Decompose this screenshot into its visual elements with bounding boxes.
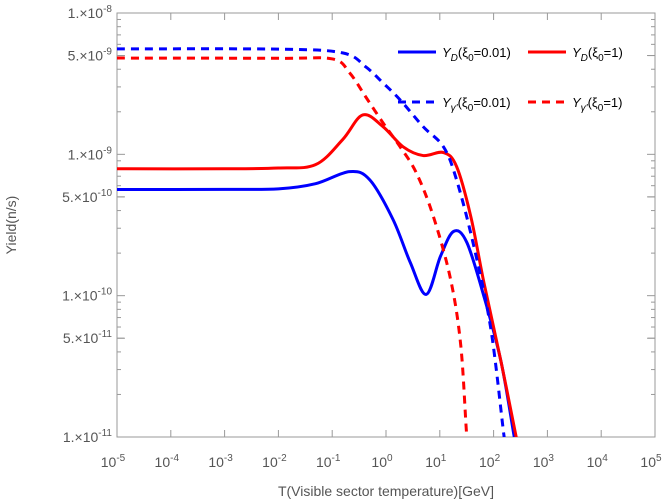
x-tick-label: 10-4 bbox=[155, 453, 180, 470]
y-tick-label: 5.×10-11 bbox=[63, 329, 113, 346]
y-tick-label: 1.×10-9 bbox=[68, 145, 113, 162]
x-tick-label: 101 bbox=[425, 453, 447, 470]
x-tick-label: 10-2 bbox=[262, 453, 287, 470]
legend-entry: YD(ξ0=1) bbox=[572, 45, 623, 64]
y-axis-label: Yield(n/s) bbox=[3, 196, 19, 255]
x-tick-label: 10-3 bbox=[208, 453, 233, 470]
y-tick-label: 5.×10-9 bbox=[68, 47, 113, 64]
legend-entry: Yγ'(ξ0=1) bbox=[572, 95, 622, 114]
x-tick-label: 100 bbox=[371, 453, 393, 470]
legend-entry: YD(ξ0=0.01) bbox=[442, 45, 511, 64]
series-line-0 bbox=[117, 169, 516, 437]
x-tick-label: 102 bbox=[479, 453, 501, 470]
x-tick-label: 105 bbox=[640, 453, 662, 470]
x-axis-label: T(Visible sector temperature)[GeV] bbox=[278, 483, 494, 499]
series-line-3 bbox=[117, 56, 469, 437]
y-tick-label: 1.×10-8 bbox=[68, 4, 113, 21]
y-tick-label: 1.×10-10 bbox=[62, 287, 112, 304]
legend: YD(ξ0=0.01) YD(ξ0=1) Yγ'(ξ0=0.01) Yγ'(ξ0=1) bbox=[398, 45, 623, 114]
y-tick-label: 1.×10-11 bbox=[63, 428, 113, 445]
x-tick-label: 104 bbox=[587, 453, 609, 470]
x-tick-label: 103 bbox=[533, 453, 555, 470]
series-line-2 bbox=[117, 47, 506, 437]
x-tick-label: 10-5 bbox=[101, 453, 126, 470]
series-line-1 bbox=[117, 113, 518, 437]
x-tick-label: 10-1 bbox=[316, 453, 341, 470]
axis-ticks: 10-5 10-4 10-3 10-2 10-1 100 101 102 103 104 105 1.… bbox=[62, 4, 662, 470]
plot-frame bbox=[116, 12, 656, 438]
y-tick-label: 5.×10-10 bbox=[62, 188, 112, 205]
legend-entry: Yγ'(ξ0=0.01) bbox=[442, 95, 511, 114]
series-lines bbox=[117, 47, 518, 437]
